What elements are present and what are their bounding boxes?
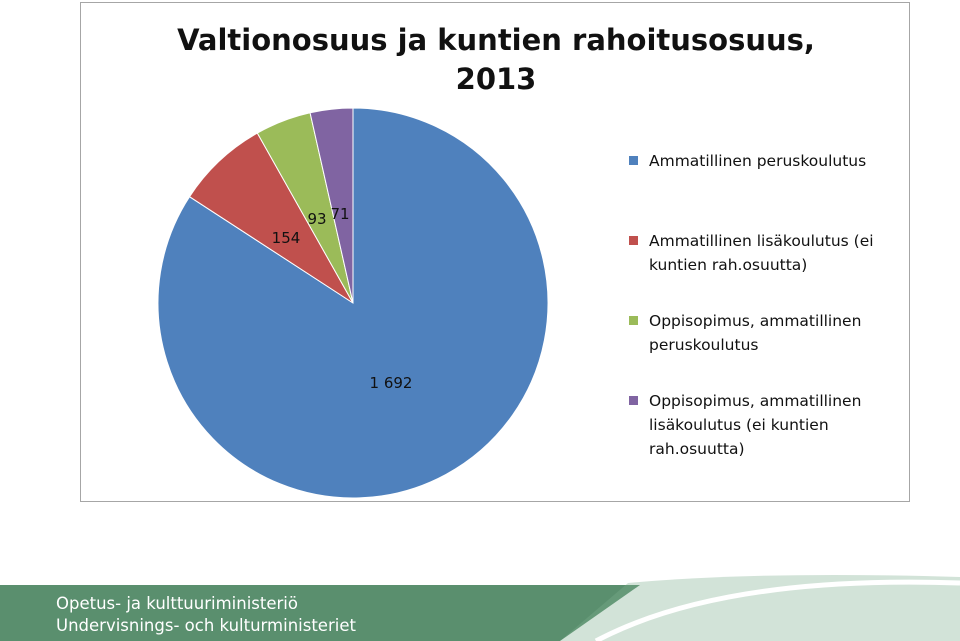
legend-label-line: peruskoulutus bbox=[649, 336, 759, 354]
legend-label-1: Ammatillinen peruskoulutus bbox=[649, 149, 904, 173]
legend-swatch-2 bbox=[629, 236, 638, 245]
footer-band bbox=[0, 585, 640, 641]
chart-title-line-2: 2013 bbox=[455, 62, 537, 96]
data-label-1: 1 692 bbox=[370, 374, 413, 392]
pie-slice-4 bbox=[309, 107, 354, 304]
data-label-3: 93 bbox=[307, 210, 326, 228]
chart-title-line-1: Valtionosuus ja kuntien rahoitusosuus, bbox=[177, 23, 815, 57]
legend-label-line: Ammatillinen lisäkoulutus (ei bbox=[649, 232, 874, 250]
pie-chart: 1 692 154 93 71 bbox=[157, 107, 549, 499]
legend-label-4: Oppisopimus, ammatillinen lisäkoulutus (e… bbox=[649, 389, 904, 461]
legend-swatch-3 bbox=[629, 316, 638, 325]
footer-band-accent bbox=[560, 575, 960, 641]
chart-frame: Valtionosuus ja kuntien rahoitusosuus, 2… bbox=[80, 2, 910, 502]
data-label-2: 154 bbox=[272, 229, 301, 247]
legend-label-line: kuntien rah.osuutta) bbox=[649, 256, 808, 274]
footer-swoosh bbox=[594, 579, 960, 641]
footer-graphic bbox=[0, 575, 960, 641]
legend-label-line: rah.osuutta) bbox=[649, 440, 745, 458]
footer-banner: Opetus- ja kulttuuriministeriö Undervisn… bbox=[0, 575, 960, 641]
legend-label-line: Ammatillinen peruskoulutus bbox=[649, 152, 867, 170]
legend-label-line: Oppisopimus, ammatillinen bbox=[649, 312, 862, 330]
ministry-name-sv: Undervisnings- och kulturministeriet bbox=[56, 616, 356, 635]
legend-label-3: Oppisopimus, ammatillinen peruskoulutus bbox=[649, 309, 904, 357]
legend-swatch-1 bbox=[629, 156, 638, 165]
data-label-4: 71 bbox=[330, 205, 349, 223]
pie-slice-2 bbox=[188, 132, 354, 304]
legend-label-line: Oppisopimus, ammatillinen bbox=[649, 392, 862, 410]
ministry-name-fi: Opetus- ja kulttuuriministeriö bbox=[56, 594, 298, 613]
legend-swatch-4 bbox=[629, 396, 638, 405]
legend-label-line: lisäkoulutus (ei kuntien bbox=[649, 416, 829, 434]
chart-title: Valtionosuus ja kuntien rahoitusosuus, 2… bbox=[81, 21, 911, 99]
legend-label-2: Ammatillinen lisäkoulutus (ei kuntien rah… bbox=[649, 229, 904, 277]
